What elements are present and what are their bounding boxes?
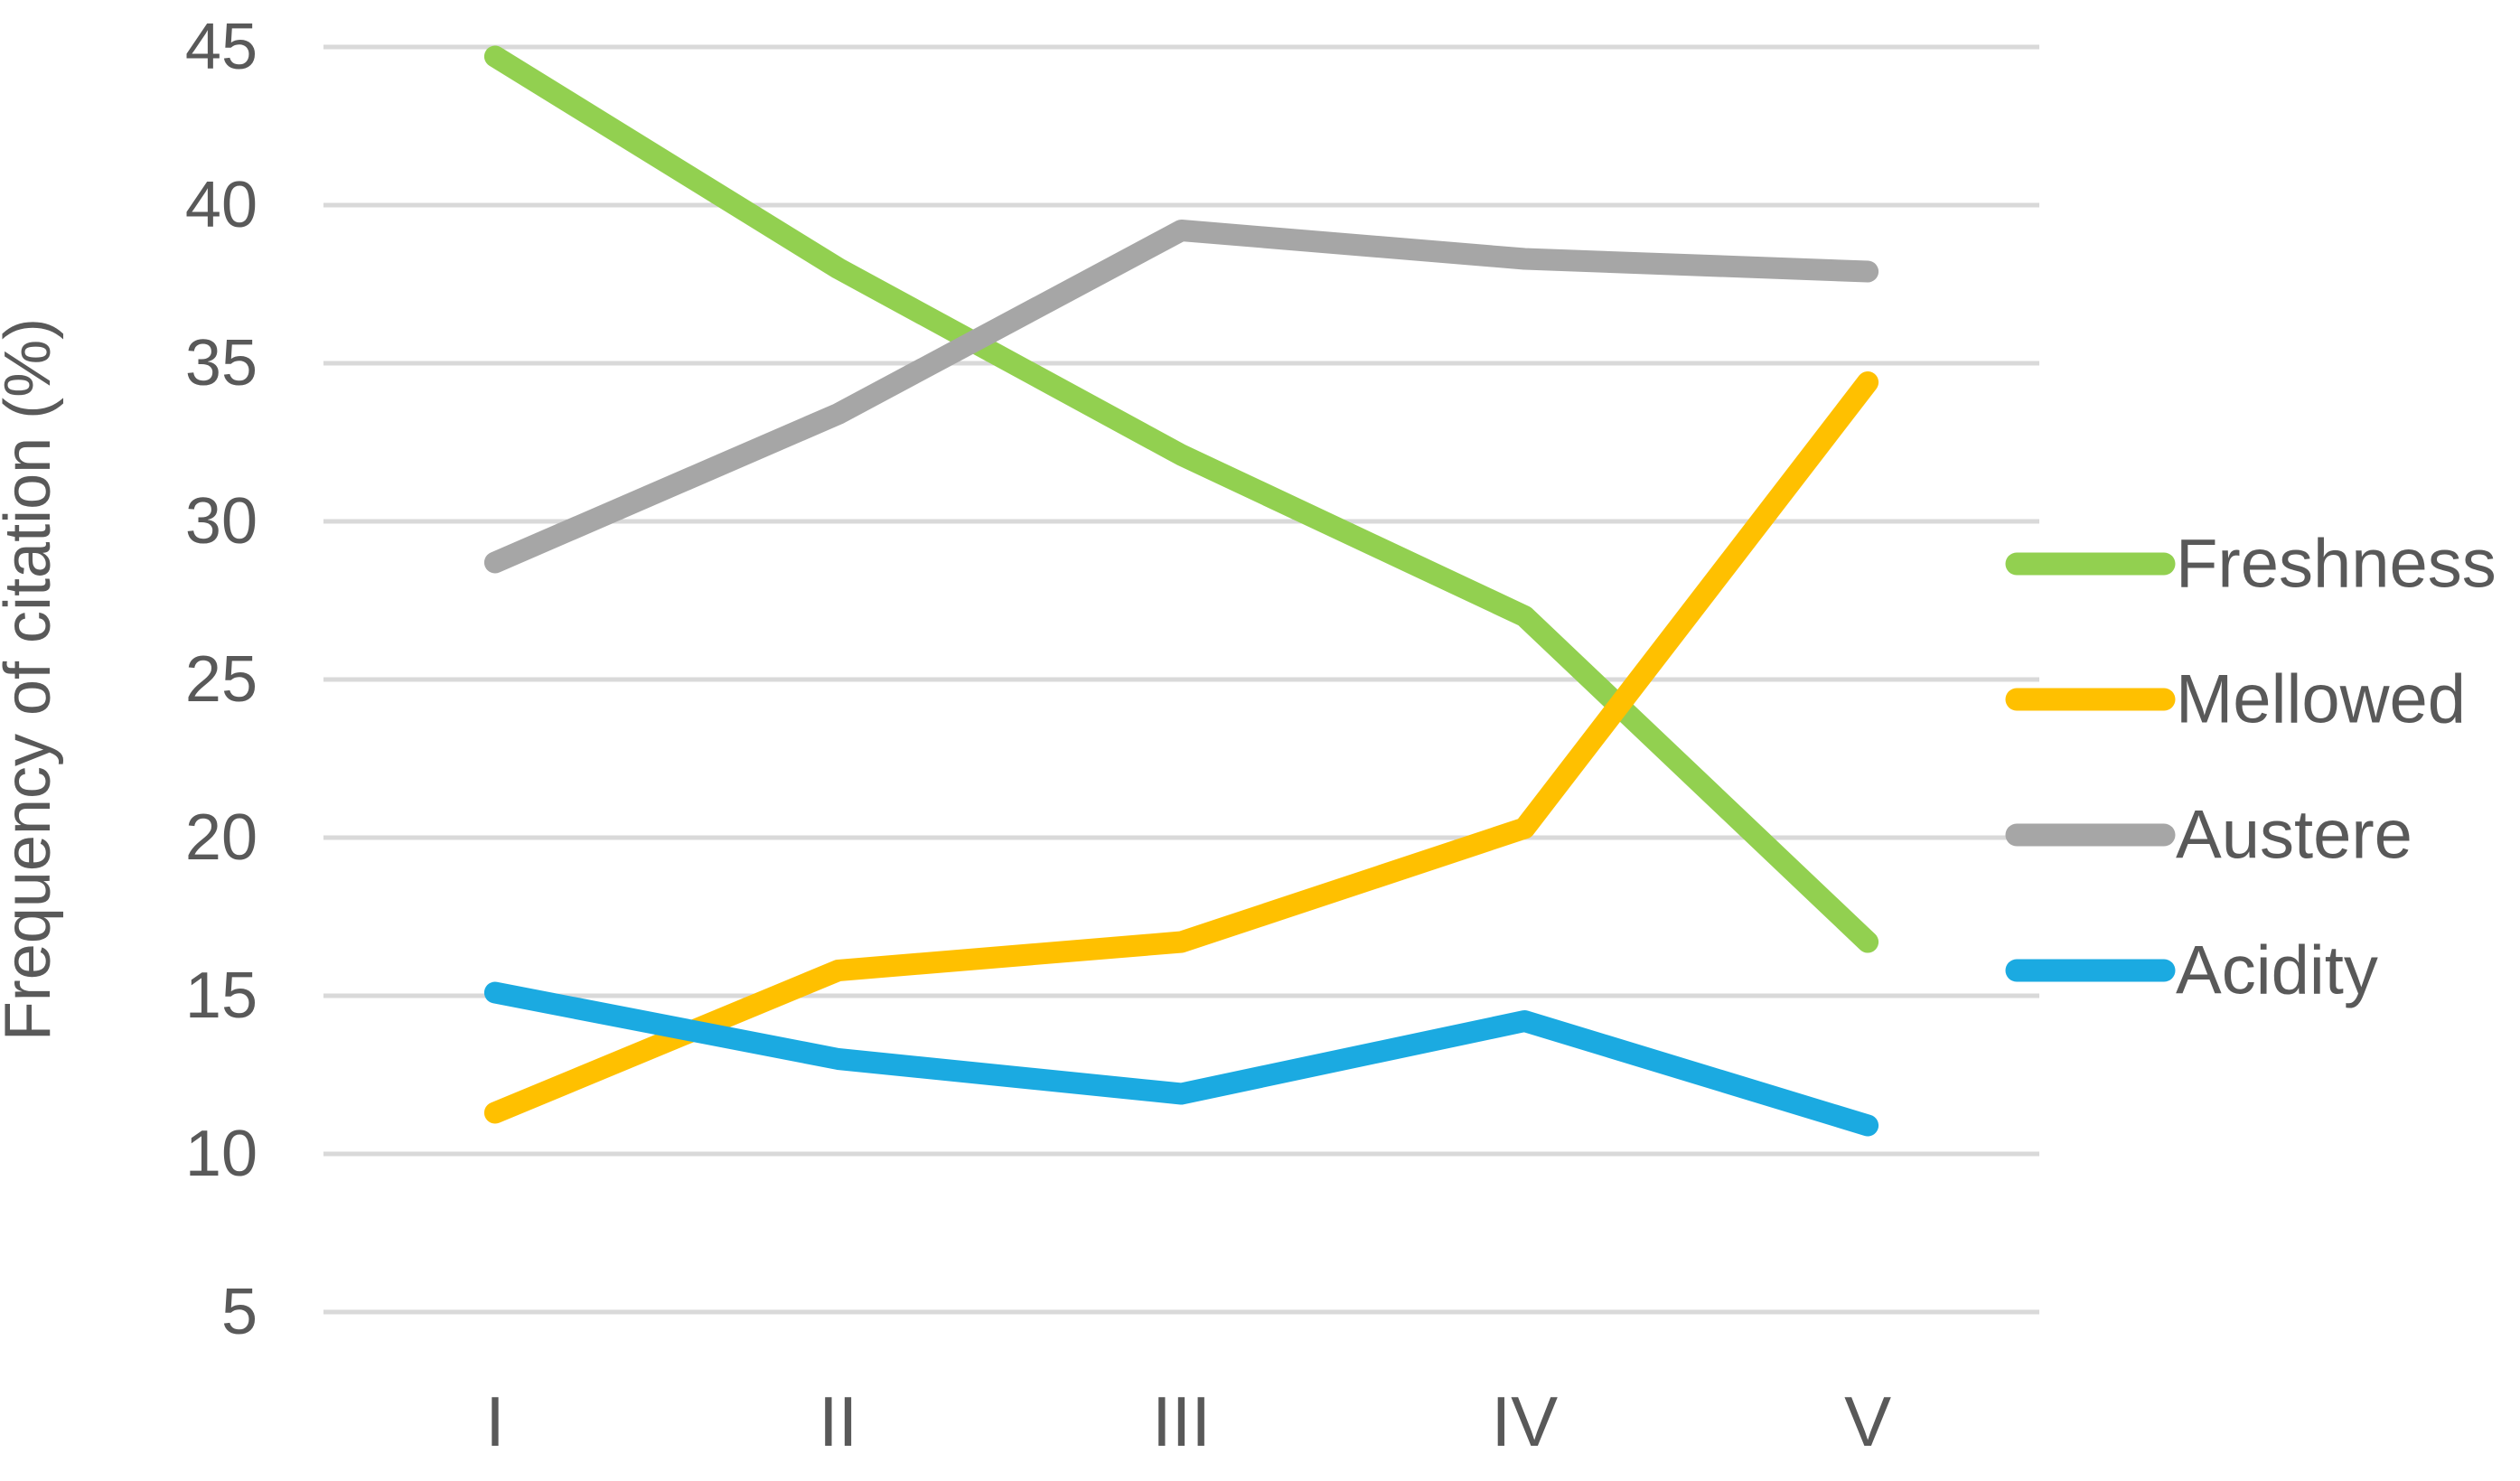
x-category-label-II: II xyxy=(819,1382,857,1461)
x-category-labels: I II III IV V xyxy=(485,1382,1891,1461)
x-category-label-IV: IV xyxy=(1491,1382,1558,1461)
legend-label-freshness: Freshness xyxy=(2176,526,2497,603)
y-tick-label-25: 25 xyxy=(185,643,258,716)
series-lines xyxy=(483,45,1879,1137)
series-line-austere xyxy=(483,220,1879,574)
legend-item-freshness: Freshness xyxy=(2005,526,2497,603)
legend-label-acidity: Acidity xyxy=(2176,933,2378,1009)
series-line-acidity xyxy=(483,981,1879,1137)
series-line-mellowed xyxy=(483,371,1879,1124)
legend: Freshness Mellowed Austere Acidity xyxy=(2005,526,2497,1009)
y-tick-label-10: 10 xyxy=(185,1118,258,1190)
legend-label-austere: Austere xyxy=(2176,797,2412,874)
y-tick-label-20: 20 xyxy=(185,801,258,874)
x-category-label-V: V xyxy=(1844,1382,1891,1461)
x-category-label-I: I xyxy=(485,1382,505,1461)
y-tick-label-30: 30 xyxy=(185,485,258,558)
legend-label-mellowed: Mellowed xyxy=(2176,661,2466,738)
y-tick-label-15: 15 xyxy=(185,960,258,1032)
y-tick-label-45: 45 xyxy=(185,11,258,83)
series-line-freshness xyxy=(483,45,1879,953)
legend-item-mellowed: Mellowed xyxy=(2005,661,2466,738)
x-category-label-III: III xyxy=(1152,1382,1211,1461)
y-axis-title: Frequency of citation (%) xyxy=(0,318,64,1041)
y-tick-label-35: 35 xyxy=(185,327,258,399)
y-tick-labels: 5 10 15 20 25 30 35 40 45 xyxy=(185,11,258,1348)
y-tick-label-5: 5 xyxy=(221,1276,258,1348)
legend-item-acidity: Acidity xyxy=(2005,933,2378,1009)
legend-item-austere: Austere xyxy=(2005,797,2412,874)
y-tick-label-40: 40 xyxy=(185,169,258,241)
